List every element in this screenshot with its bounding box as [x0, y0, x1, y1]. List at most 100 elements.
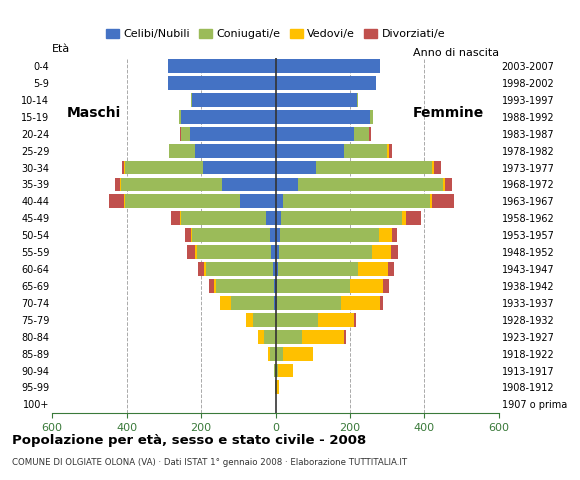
- Bar: [318, 313, 354, 327]
- Bar: [125, 194, 240, 208]
- Bar: [276, 59, 380, 73]
- Bar: [246, 313, 253, 327]
- Bar: [369, 127, 371, 141]
- Bar: [274, 296, 276, 310]
- Bar: [168, 76, 276, 90]
- Bar: [274, 363, 276, 377]
- Bar: [445, 178, 452, 192]
- Bar: [266, 211, 276, 225]
- Bar: [340, 296, 380, 310]
- Bar: [125, 161, 203, 174]
- Bar: [279, 245, 372, 259]
- Bar: [191, 228, 192, 242]
- Bar: [222, 178, 276, 192]
- Bar: [358, 262, 388, 276]
- Bar: [350, 279, 383, 293]
- Bar: [302, 330, 345, 344]
- Bar: [391, 245, 398, 259]
- Bar: [198, 262, 204, 276]
- Bar: [220, 296, 231, 310]
- Bar: [354, 127, 368, 141]
- Bar: [298, 178, 443, 192]
- Bar: [276, 279, 277, 293]
- Bar: [231, 296, 274, 310]
- Bar: [432, 161, 434, 174]
- Bar: [271, 245, 276, 259]
- Bar: [276, 194, 283, 208]
- Bar: [169, 144, 195, 157]
- Bar: [283, 194, 430, 208]
- Bar: [192, 228, 270, 242]
- Bar: [434, 161, 441, 174]
- Bar: [273, 262, 275, 276]
- Bar: [276, 296, 277, 310]
- Bar: [120, 178, 121, 192]
- Bar: [276, 110, 371, 124]
- Bar: [317, 161, 432, 174]
- Bar: [276, 93, 357, 107]
- Legend: Celibi/Nubili, Coniugati/e, Vedovi/e, Divorziati/e: Celibi/Nubili, Coniugati/e, Vedovi/e, Di…: [101, 24, 450, 43]
- Bar: [406, 211, 420, 225]
- Bar: [124, 161, 125, 174]
- Bar: [402, 211, 406, 225]
- Bar: [380, 296, 383, 310]
- Bar: [180, 110, 276, 124]
- Bar: [168, 59, 276, 73]
- Bar: [216, 279, 274, 293]
- Bar: [121, 178, 222, 192]
- Bar: [276, 76, 376, 90]
- Text: COMUNE DI OLGIATE OLONA (VA) · Dati ISTAT 1° gennaio 2008 · Elaborazione TUTTITA: COMUNE DI OLGIATE OLONA (VA) · Dati ISTA…: [12, 458, 407, 468]
- Text: Maschi: Maschi: [67, 106, 121, 120]
- Bar: [280, 228, 379, 242]
- Text: Età: Età: [52, 44, 70, 54]
- Bar: [270, 347, 275, 360]
- Text: Femmine: Femmine: [412, 106, 484, 120]
- Bar: [372, 245, 391, 259]
- Bar: [278, 262, 358, 276]
- Bar: [276, 245, 279, 259]
- Bar: [277, 279, 350, 293]
- Bar: [180, 127, 190, 141]
- Bar: [276, 178, 298, 192]
- Bar: [357, 93, 358, 107]
- Bar: [276, 161, 317, 174]
- Bar: [276, 262, 278, 276]
- Bar: [389, 144, 392, 157]
- Bar: [371, 110, 374, 124]
- Bar: [187, 245, 195, 259]
- Bar: [379, 228, 392, 242]
- Bar: [240, 194, 276, 208]
- Bar: [180, 211, 266, 225]
- Bar: [253, 313, 276, 327]
- Bar: [109, 194, 124, 208]
- Bar: [214, 279, 216, 293]
- Bar: [276, 127, 354, 141]
- Bar: [276, 228, 280, 242]
- Bar: [274, 279, 276, 293]
- Bar: [190, 127, 276, 141]
- Bar: [277, 296, 340, 310]
- Bar: [268, 347, 270, 360]
- Bar: [345, 144, 387, 157]
- Bar: [191, 93, 192, 107]
- Bar: [276, 381, 279, 395]
- Bar: [209, 279, 214, 293]
- Bar: [281, 211, 402, 225]
- Bar: [204, 262, 205, 276]
- Bar: [276, 211, 281, 225]
- Bar: [122, 161, 124, 174]
- Bar: [195, 144, 276, 157]
- Bar: [115, 178, 120, 192]
- Bar: [197, 245, 271, 259]
- Text: Popolazione per età, sesso e stato civile - 2008: Popolazione per età, sesso e stato civil…: [12, 434, 366, 447]
- Bar: [276, 144, 345, 157]
- Bar: [430, 194, 432, 208]
- Bar: [283, 347, 313, 360]
- Bar: [276, 313, 318, 327]
- Bar: [443, 178, 445, 192]
- Bar: [354, 313, 356, 327]
- Bar: [278, 363, 293, 377]
- Bar: [264, 330, 276, 344]
- Bar: [203, 161, 276, 174]
- Bar: [192, 93, 276, 107]
